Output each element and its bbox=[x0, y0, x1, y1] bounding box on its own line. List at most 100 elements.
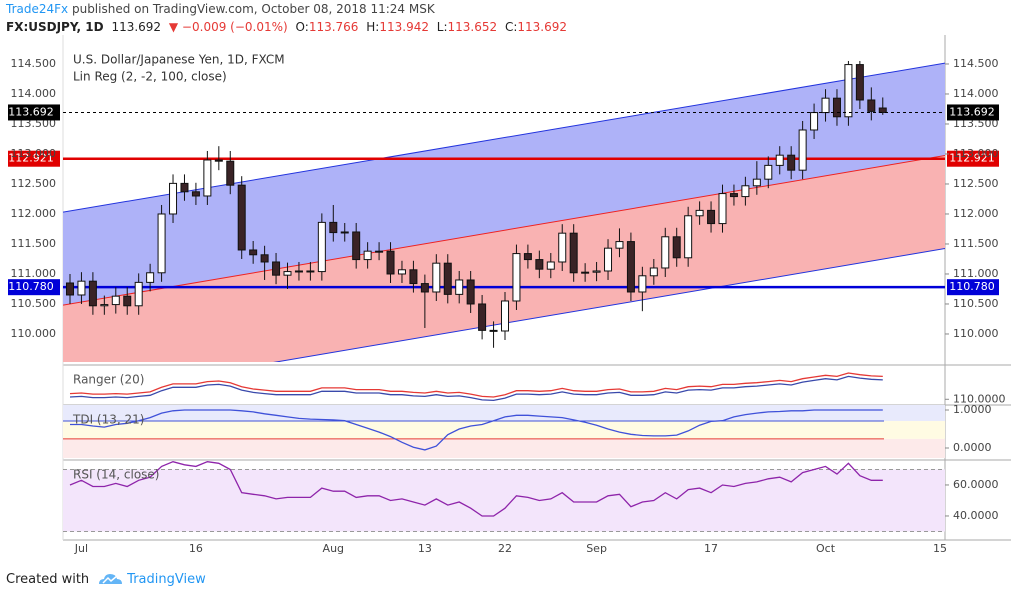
publisher[interactable]: Trade24Fx bbox=[6, 2, 69, 16]
indicator-line bbox=[69, 372, 883, 398]
y-tick-label: 111.500 bbox=[11, 237, 57, 250]
indicator-title: Lin Reg (2, -2, 100, close) bbox=[73, 70, 227, 84]
candle-body bbox=[375, 250, 384, 253]
candle-body bbox=[569, 232, 578, 274]
x-tick-label: 16 bbox=[189, 542, 203, 555]
candle-body bbox=[226, 160, 235, 186]
candle-body bbox=[558, 232, 567, 263]
last-price-label: 113.692 bbox=[949, 105, 995, 118]
band bbox=[63, 469, 945, 532]
candle-body bbox=[523, 253, 532, 261]
candle-body bbox=[661, 236, 670, 269]
candle-body bbox=[77, 280, 86, 296]
x-tick-label: 17 bbox=[704, 542, 718, 555]
y-tick-label: 40.0000 bbox=[953, 509, 999, 522]
candle-body bbox=[443, 262, 452, 295]
band bbox=[63, 421, 945, 439]
candle-body bbox=[432, 262, 441, 293]
candle-body bbox=[615, 241, 624, 249]
candle-body bbox=[146, 272, 155, 283]
ohlc-label: C: bbox=[504, 20, 518, 34]
logo bbox=[99, 574, 123, 584]
ohlc-label: O: bbox=[295, 20, 309, 34]
candle-body bbox=[100, 304, 109, 307]
y-tick-label: 110.500 bbox=[11, 297, 57, 310]
indicator-title: Ranger (20) bbox=[73, 373, 144, 387]
y-tick-label: 110.500 bbox=[953, 297, 999, 310]
candle-body bbox=[672, 236, 681, 259]
candle-body bbox=[764, 164, 773, 180]
candle-body bbox=[283, 271, 292, 276]
candle-body bbox=[386, 250, 395, 275]
candle-body bbox=[741, 185, 750, 198]
candle-body bbox=[501, 300, 509, 332]
indicator-panel bbox=[63, 461, 945, 532]
candle-body bbox=[317, 221, 326, 273]
created-with: Created with bbox=[6, 571, 90, 587]
ohlc-label: L: bbox=[436, 20, 448, 34]
candle-body bbox=[867, 99, 876, 112]
footer: Created with TradingView bbox=[6, 571, 206, 587]
indicator-title: RSI (14, close) bbox=[73, 468, 159, 482]
level-label-box bbox=[8, 150, 60, 167]
candle-body bbox=[134, 281, 143, 307]
candle-body bbox=[191, 191, 200, 197]
candle-body bbox=[775, 154, 784, 166]
x-tick-label: 13 bbox=[418, 542, 432, 555]
y-tick-label: 111.000 bbox=[953, 267, 999, 280]
level-label: 110.780 bbox=[8, 280, 54, 293]
candle-body bbox=[512, 253, 521, 302]
published: published on TradingView.com, October 08… bbox=[71, 2, 435, 16]
candle-body bbox=[329, 221, 338, 234]
candle-body bbox=[810, 112, 819, 131]
band bbox=[63, 438, 945, 458]
y-tick-label: 112.000 bbox=[11, 207, 57, 220]
candle-body bbox=[409, 269, 418, 285]
candle-body bbox=[729, 193, 738, 198]
candle-body bbox=[878, 107, 887, 113]
indicator-panel bbox=[69, 372, 883, 402]
candle-body bbox=[752, 178, 761, 187]
level-label-box bbox=[8, 279, 60, 296]
band bbox=[63, 405, 945, 422]
candle-body bbox=[649, 267, 658, 277]
y-tick-label: 114.000 bbox=[953, 87, 999, 100]
candle-body bbox=[581, 271, 590, 274]
candle-body bbox=[855, 64, 864, 101]
candle-body bbox=[626, 241, 635, 293]
x-tick-label: 15 bbox=[933, 542, 947, 555]
ohlc-value: 113.652 bbox=[447, 20, 498, 34]
candle-body bbox=[352, 231, 361, 261]
candle-body bbox=[592, 270, 601, 273]
ohlc-value: 113.692 bbox=[517, 20, 568, 34]
y-tick-label: 112.000 bbox=[953, 207, 999, 220]
indicator-panel bbox=[63, 405, 945, 458]
indicator-line bbox=[69, 461, 883, 517]
y-tick-label: 112.500 bbox=[11, 177, 57, 190]
candle-body bbox=[397, 269, 406, 275]
series-title: U.S. Dollar/Japanese Yen, 1D, FXCM bbox=[73, 53, 285, 67]
x-tick-label: Sep bbox=[586, 542, 607, 555]
indicator-title: TDI (13, 21) bbox=[72, 413, 144, 427]
brand[interactable]: TradingView bbox=[127, 571, 206, 587]
y-tick-label: 60.0000 bbox=[953, 478, 999, 491]
y-tick-label: 114.000 bbox=[11, 87, 57, 100]
candle-body bbox=[787, 154, 796, 171]
candle-body bbox=[203, 159, 212, 197]
candle-body bbox=[684, 215, 693, 259]
y-tick-label: 113.000 bbox=[953, 147, 999, 160]
last-price-box bbox=[947, 104, 999, 121]
y-tick-label: 110.000 bbox=[11, 327, 57, 340]
candle-body bbox=[249, 249, 258, 256]
candle-body bbox=[306, 270, 315, 273]
candle-body bbox=[272, 261, 281, 276]
candle-body bbox=[718, 193, 727, 225]
candle-body bbox=[340, 231, 349, 234]
level-label: 110.780 bbox=[949, 280, 995, 293]
x-tick-label: 22 bbox=[498, 542, 512, 555]
change: ▼ −0.009 (−0.01%) bbox=[168, 20, 288, 34]
candle-body bbox=[707, 209, 716, 225]
candle-body bbox=[546, 261, 555, 270]
channel-upper-fill bbox=[63, 63, 945, 306]
candle-body bbox=[638, 275, 647, 293]
